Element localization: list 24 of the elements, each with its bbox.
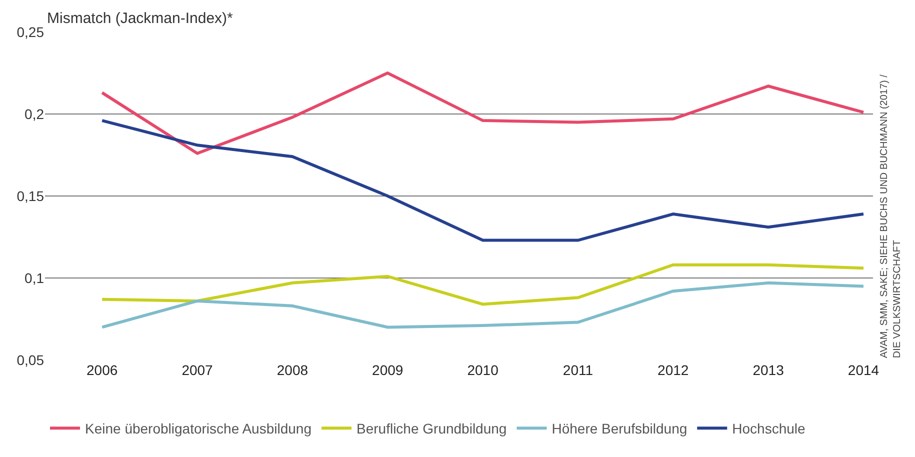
legend-label: Hochschule — [732, 420, 806, 437]
line-series — [100, 72, 865, 155]
y-tick-label: 0,2 — [24, 106, 44, 122]
x-tick-label: 2008 — [276, 362, 308, 378]
y-tick-label: 0,25 — [16, 24, 44, 40]
line-series — [100, 281, 865, 329]
x-tick-label: 2010 — [467, 362, 499, 378]
x-tick-label: 2009 — [372, 362, 404, 378]
legend-label: Berufliche Grundbildung — [356, 420, 507, 437]
text: AVAM, SMM, SAKE; SIEHE BUCHS UND BUCHMANN (2017) / DIE VOLKSWIRTSCHAFT — [879, 74, 904, 358]
x-tick-label: 2012 — [658, 362, 689, 378]
x-tick-label: 2013 — [752, 362, 784, 378]
x-tick-label: 2014 — [848, 362, 880, 378]
legend-label: Keine überobligatorische Ausbildung — [85, 420, 312, 437]
legend-label: Höhere Berufsbildung — [552, 420, 688, 437]
y-tick-label: 0,1 — [24, 270, 44, 286]
chart-title: Mismatch (Jackman-Index)* — [47, 10, 234, 27]
x-tick-label: 2011 — [562, 362, 594, 378]
x-tick-label: 2006 — [86, 362, 118, 378]
y-tick-label: 0,05 — [16, 352, 44, 368]
line-series — [100, 263, 865, 306]
y-tick-label: 0,15 — [16, 188, 44, 204]
x-tick-label: 2007 — [182, 362, 214, 378]
line-series — [100, 119, 865, 242]
